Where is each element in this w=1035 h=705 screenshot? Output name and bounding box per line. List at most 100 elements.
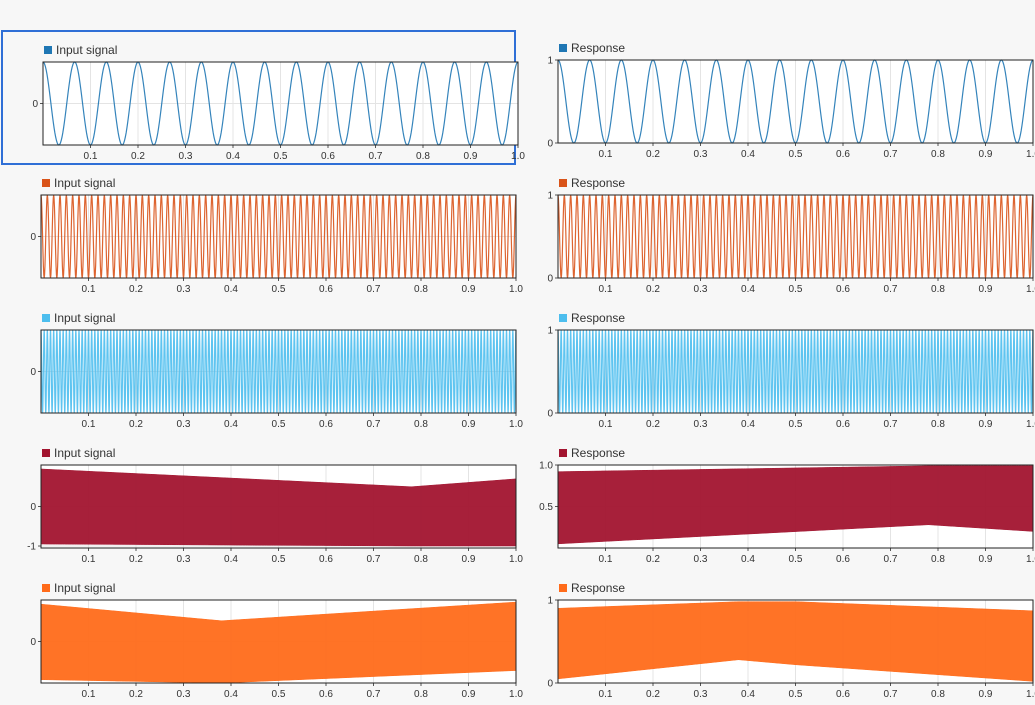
legend-item[interactable]: Input signal (44, 43, 117, 57)
y-tick-label: 1 (547, 56, 553, 67)
x-tick-label: 0.2 (129, 284, 143, 295)
x-tick-label: 0.3 (177, 554, 191, 565)
legend-swatch-icon (42, 449, 50, 457)
legend-swatch-icon (559, 179, 567, 187)
chart-svg: 0.1 0.2 0.3 0.4 0.5 0.6 0.7 0.8 0.9 1.0 0 (30, 599, 523, 700)
x-tick-label: 0.1 (82, 554, 96, 565)
legend-item[interactable]: Input signal (42, 581, 115, 595)
legend-item[interactable]: Response (559, 581, 625, 595)
x-tick-label: 0.6 (321, 151, 335, 162)
legend-item[interactable]: Response (559, 176, 625, 190)
x-tick-label: 0.8 (414, 284, 428, 295)
x-tick-label: 0.8 (931, 149, 945, 160)
x-tick-label: 0.5 (272, 284, 286, 295)
x-tick-label: 0.5 (789, 419, 803, 430)
legend-swatch-icon (42, 584, 50, 592)
legend-label: Input signal (54, 581, 116, 595)
legend-label: Response (571, 41, 626, 55)
x-tick-label: 0.2 (129, 689, 143, 700)
scope-panel[interactable]: Input signal 0.1 0.2 0.3 0.4 0.5 0.6 0.7 0.8 0.9 1… (1, 30, 525, 165)
x-tick-label: 0.2 (131, 151, 145, 162)
x-tick-label: 0.4 (741, 689, 755, 700)
legend-item[interactable]: Input signal (42, 176, 115, 190)
legend-label: Response (571, 581, 626, 595)
x-tick-label: 0.7 (884, 149, 898, 160)
x-tick-label: 0.9 (462, 689, 476, 700)
x-tick-label: 1.0 (509, 419, 523, 430)
x-tick-label: 1.0 (509, 284, 523, 295)
scope-panel[interactable]: Input signal 0.1 0.2 0.3 0.4 0.5 0.6 0.7 0.8 0.9 1… (1, 300, 523, 435)
y-tick-label: 0 (547, 409, 553, 420)
legend-swatch-icon (42, 179, 50, 187)
x-tick-label: 0.5 (272, 419, 286, 430)
x-tick-label: 0.1 (82, 689, 96, 700)
x-tick-label: 0.3 (694, 419, 708, 430)
x-tick-label: 0.4 (741, 149, 755, 160)
legend-swatch-icon (559, 314, 567, 322)
x-tick-label: 0.6 (836, 419, 850, 430)
legend-label: Response (571, 176, 626, 190)
x-tick-label: 0.6 (319, 419, 333, 430)
x-tick-label: 0.2 (646, 149, 660, 160)
x-tick-label: 0.8 (414, 419, 428, 430)
x-tick-label: 0.4 (224, 554, 238, 565)
legend-item[interactable]: Response (559, 311, 625, 325)
x-tick-label: 0.4 (226, 151, 240, 162)
x-tick-label: 0.1 (82, 419, 96, 430)
scope-panel[interactable]: Input signal 0.1 0.2 0.3 0.4 0.5 0.6 0.7 0.8 0.9 1… (1, 435, 523, 570)
x-tick-label: 0.5 (272, 689, 286, 700)
x-tick-label: 1.0 (1026, 284, 1035, 295)
x-tick-label: 0.2 (646, 689, 660, 700)
axes-frame (557, 464, 1034, 549)
x-tick-label: 0.8 (414, 554, 428, 565)
x-tick-label: 0.2 (646, 284, 660, 295)
x-tick-label: 0.3 (694, 554, 708, 565)
scope-panel[interactable]: Input signal 0.1 0.2 0.3 0.4 0.5 0.6 0.7 0.8 0.9 1… (1, 570, 523, 705)
chart-svg: 0.1 0.2 0.3 0.4 0.5 0.6 0.7 0.8 0.9 1.0 1.0 0.5 (539, 461, 1035, 566)
chart-svg: 0.1 0.2 0.3 0.4 0.5 0.6 0.7 0.8 0.9 1.0 1 0 (547, 56, 1035, 161)
legend-item[interactable]: Response (559, 446, 625, 460)
y-tick-label: 1 (547, 191, 553, 202)
x-tick-label: 0.9 (462, 419, 476, 430)
y-tick-label: 0 (30, 367, 36, 378)
x-tick-label: 0.2 (646, 554, 660, 565)
chart-svg: 0.1 0.2 0.3 0.4 0.5 0.6 0.7 0.8 0.9 1.0 1 0 (547, 596, 1035, 701)
x-tick-label: 1.0 (1026, 554, 1035, 565)
chart-svg: 0.1 0.2 0.3 0.4 0.5 0.6 0.7 0.8 0.9 1.0 0 (32, 61, 525, 162)
legend-item[interactable]: Input signal (42, 446, 115, 460)
legend-item[interactable]: Input signal (42, 311, 115, 325)
x-tick-label: 0.5 (789, 284, 803, 295)
x-tick-label: 0.3 (177, 284, 191, 295)
x-tick-label: 0.7 (367, 689, 381, 700)
axes-frame (557, 329, 1034, 414)
x-tick-label: 0.4 (224, 689, 238, 700)
y-tick-label: 0 (30, 637, 36, 648)
legend-item[interactable]: Response (559, 41, 625, 55)
y-tick-label: 0 (547, 679, 553, 690)
scope-panel[interactable]: Response 0.1 0.2 0.3 0.4 0.5 0.6 0.7 0.8 0.9 1.0 1 0 (518, 570, 1035, 705)
x-tick-label: 0.4 (741, 554, 755, 565)
legend-label: Response (571, 311, 626, 325)
x-tick-label: 0.5 (274, 151, 288, 162)
x-tick-label: 0.3 (177, 689, 191, 700)
legend-label: Input signal (54, 446, 116, 460)
x-tick-label: 0.7 (369, 151, 383, 162)
x-tick-label: 0.3 (177, 419, 191, 430)
chart-svg: 0.1 0.2 0.3 0.4 0.5 0.6 0.7 0.8 0.9 1.0 1 0 (547, 326, 1035, 431)
y-tick-label: 0 (547, 139, 553, 150)
legend-swatch-icon (559, 44, 567, 52)
scope-panel[interactable]: Response 0.1 0.2 0.3 0.4 0.5 0.6 0.7 0.8 0.9 1.0 1 0 (518, 30, 1035, 165)
x-tick-label: 0.4 (741, 284, 755, 295)
chart-svg: 0.1 0.2 0.3 0.4 0.5 0.6 0.7 0.8 0.9 1.0 0 (30, 329, 523, 430)
x-tick-label: 0.2 (129, 554, 143, 565)
axes-frame (557, 599, 1034, 684)
x-tick-label: 0.6 (836, 689, 850, 700)
x-tick-label: 0.3 (179, 151, 193, 162)
scope-panel[interactable]: Response 0.1 0.2 0.3 0.4 0.5 0.6 0.7 0.8 0.9 1.0 1.… (518, 435, 1035, 570)
scope-panel[interactable]: Response 0.1 0.2 0.3 0.4 0.5 0.6 0.7 0.8 0.9 1.0 1 0 (518, 300, 1035, 435)
x-tick-label: 0.3 (694, 149, 708, 160)
scope-panel[interactable]: Response 0.1 0.2 0.3 0.4 0.5 0.6 0.7 0.8 0.9 1.0 1 0 (518, 165, 1035, 300)
scope-panel[interactable]: Input signal 0.1 0.2 0.3 0.4 0.5 0.6 0.7 0.8 0.9 1… (1, 165, 523, 300)
x-tick-label: 0.4 (224, 284, 238, 295)
axes-frame (557, 59, 1034, 144)
